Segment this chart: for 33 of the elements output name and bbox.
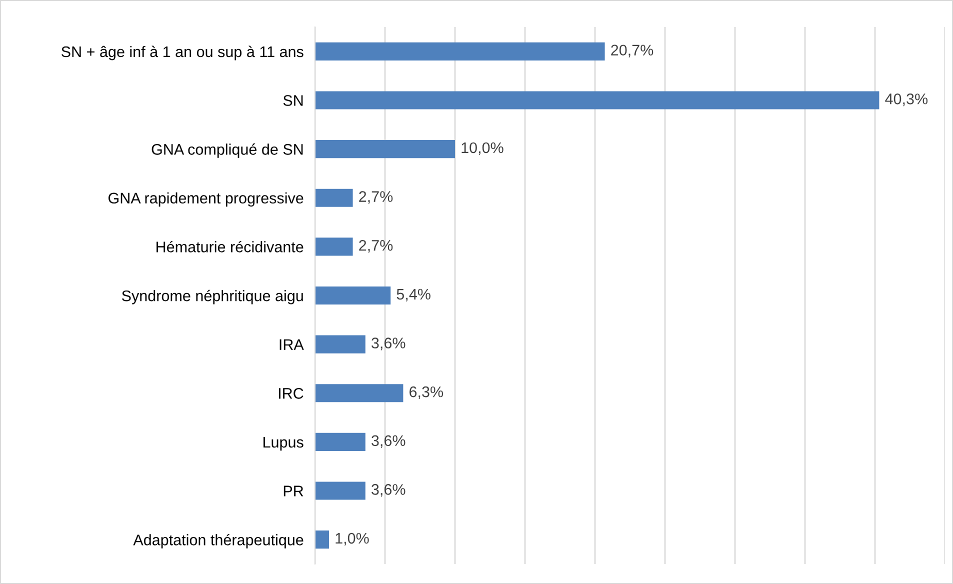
bar: [315, 286, 391, 305]
bar: [315, 530, 329, 549]
data-label: 5,4%: [396, 288, 430, 302]
data-label: 40,3%: [885, 94, 928, 106]
y-tick-label: Hématurie récidivante: [156, 240, 304, 252]
data-label: 20,7%: [611, 44, 654, 58]
bar: [315, 384, 404, 402]
y-tick-label: Syndrome néphritique aigu: [122, 290, 303, 304]
y-tick-label: IRC: [278, 388, 304, 399]
y-tick-label: IRA: [280, 339, 304, 350]
y-tick-label: SN + âge inf à 1 an ou sup à 11 ans: [62, 46, 304, 60]
bar: [315, 188, 353, 207]
data-label: 2,7%: [359, 191, 393, 204]
y-tick-label: SN: [283, 95, 303, 106]
bar: [315, 482, 366, 500]
y-tick-label: Adaptation thérapeutique: [133, 534, 304, 548]
data-label: 3,6%: [372, 338, 406, 350]
bar: [315, 432, 366, 451]
data-label: 10,0%: [462, 142, 504, 155]
bar: [315, 42, 605, 60]
y-tick-label: Lupus: [264, 436, 304, 451]
bar: [315, 91, 880, 110]
data-label: 3,6%: [372, 484, 406, 497]
y-tick-label: GNA compliqué de SN: [152, 143, 303, 158]
bar: [315, 140, 455, 158]
bar: [315, 335, 366, 354]
y-tick-label: PR: [284, 486, 304, 496]
bar: [315, 238, 353, 256]
data-label: 2,7%: [359, 240, 393, 253]
y-tick-label: GNA rapidement progressive: [108, 192, 304, 207]
data-label: 1,0%: [336, 532, 369, 546]
data-label: 6,3%: [410, 386, 444, 400]
data-label: 3,6%: [372, 435, 406, 448]
